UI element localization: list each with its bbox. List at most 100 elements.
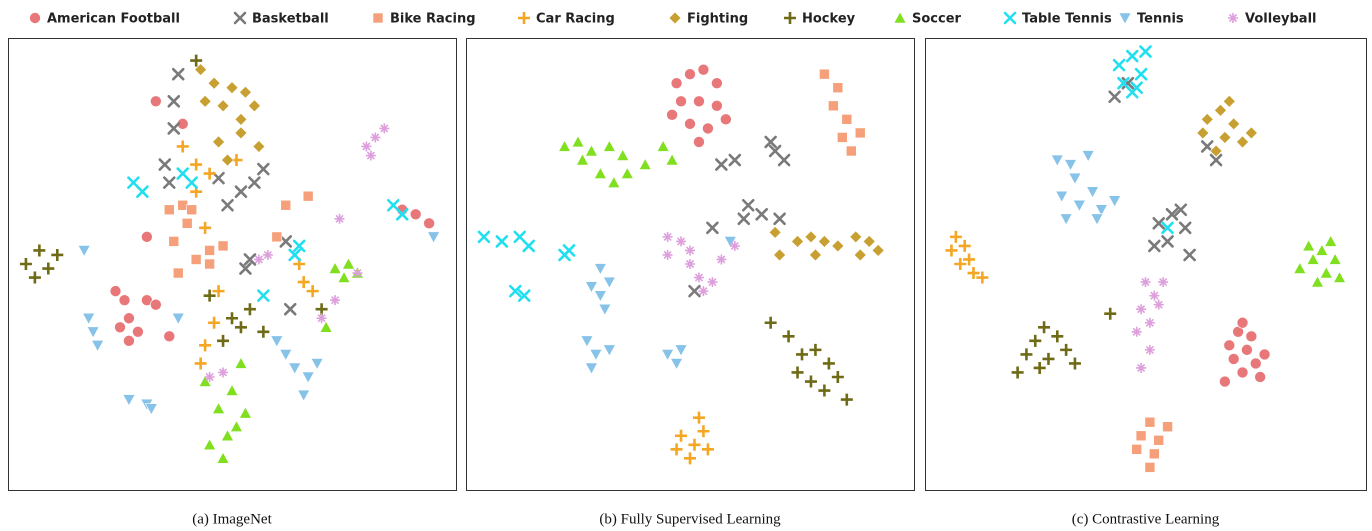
point [1136, 304, 1147, 315]
point [1183, 248, 1196, 262]
point [190, 54, 203, 67]
legend-label: Bike Racing [390, 12, 476, 27]
point [1223, 339, 1236, 352]
point [1178, 221, 1192, 235]
point [1090, 213, 1104, 226]
point [670, 443, 683, 456]
point [144, 403, 158, 416]
legend-marker [372, 12, 384, 24]
point [831, 371, 844, 383]
point [728, 153, 742, 167]
point [225, 383, 239, 396]
point [82, 312, 96, 325]
point [1152, 217, 1166, 230]
point [670, 358, 684, 371]
point [666, 109, 678, 121]
point [967, 267, 980, 280]
point [176, 167, 190, 180]
point [662, 231, 673, 242]
point [109, 285, 122, 297]
point [168, 236, 180, 247]
point [253, 254, 264, 265]
point [1125, 85, 1139, 99]
point [207, 76, 221, 90]
point [190, 254, 202, 265]
legend-marker [668, 11, 682, 25]
point [477, 230, 491, 244]
point [782, 330, 795, 343]
legend-label: Table Tennis [1022, 12, 1112, 27]
point [316, 313, 327, 324]
point [665, 153, 679, 166]
point [423, 217, 435, 230]
point [715, 158, 728, 171]
point [593, 166, 607, 179]
point [729, 240, 740, 251]
point [186, 204, 197, 216]
point [804, 230, 818, 244]
point [279, 235, 293, 248]
point [247, 99, 261, 113]
point [817, 234, 831, 248]
point [283, 302, 297, 316]
legend-marker [893, 11, 907, 24]
point [33, 244, 46, 257]
point [1121, 76, 1135, 90]
point [216, 99, 230, 113]
point [675, 429, 688, 442]
point [720, 113, 732, 126]
point [158, 158, 172, 171]
point [1158, 277, 1169, 288]
point [804, 375, 817, 388]
point [1200, 112, 1214, 126]
point [1236, 135, 1249, 149]
point [675, 95, 687, 108]
point [190, 158, 203, 171]
point [123, 335, 135, 347]
point [212, 402, 226, 414]
point [723, 236, 737, 249]
point [508, 284, 522, 298]
point [181, 218, 193, 229]
point [562, 244, 576, 257]
point [239, 262, 252, 275]
point [370, 132, 381, 143]
point [1293, 261, 1307, 274]
point [832, 82, 844, 94]
point [862, 234, 876, 248]
point [840, 393, 853, 406]
point [194, 357, 207, 370]
point [288, 248, 302, 262]
point [1055, 190, 1069, 203]
point [1072, 199, 1086, 212]
point [1227, 353, 1240, 365]
point [1161, 221, 1174, 235]
point [809, 248, 822, 262]
point [132, 325, 144, 338]
point [221, 198, 234, 212]
point [257, 289, 270, 302]
point [701, 443, 714, 456]
point [203, 167, 216, 180]
legend-marker [1003, 11, 1017, 25]
point [1315, 243, 1329, 256]
point [1149, 290, 1160, 301]
point [306, 285, 319, 298]
point [688, 284, 701, 298]
legend-marker [784, 12, 796, 24]
legend-marker [518, 12, 530, 24]
point [176, 140, 189, 153]
point [1038, 321, 1051, 334]
point [741, 198, 755, 212]
point [198, 374, 212, 387]
point [656, 139, 670, 152]
point [409, 208, 422, 221]
point [234, 112, 248, 126]
point [791, 234, 804, 248]
point [589, 349, 603, 362]
legend-label: Soccer [912, 12, 962, 27]
point [252, 140, 266, 153]
panel-frame [466, 38, 915, 491]
